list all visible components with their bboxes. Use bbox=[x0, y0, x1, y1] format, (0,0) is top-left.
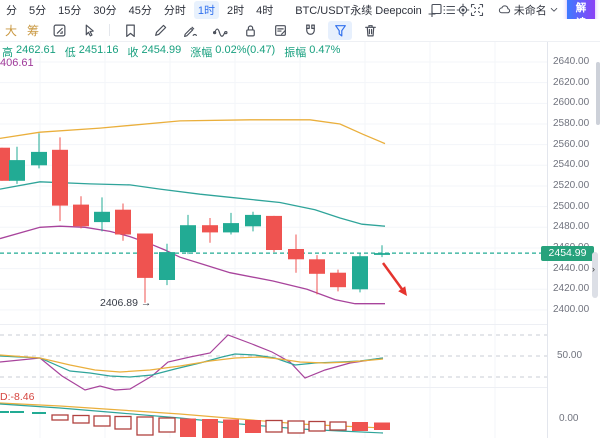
divider bbox=[109, 24, 111, 36]
cursor-tool-button[interactable] bbox=[77, 21, 101, 40]
wave-tool-button[interactable] bbox=[208, 21, 232, 40]
magnet-icon bbox=[305, 24, 315, 35]
layout-name-label: 未命名 bbox=[513, 4, 547, 17]
timeframe-button-selected[interactable]: 1时 bbox=[193, 0, 219, 19]
stat-label: 收 bbox=[127, 47, 139, 59]
current-price-badge: 2454.99 bbox=[541, 246, 594, 261]
panel-collapse-handle[interactable] bbox=[592, 252, 598, 298]
price-axis-label: 2440.00 bbox=[553, 263, 590, 274]
filter-tool-button-selected[interactable] bbox=[328, 20, 353, 40]
timeframe-button[interactable]: 30分 bbox=[93, 4, 117, 17]
funnel-icon bbox=[334, 24, 346, 36]
stat-label: 涨幅 bbox=[190, 47, 213, 59]
price-axis-label: 2400.00 bbox=[553, 304, 590, 315]
gold-tool-label[interactable]: 筹 bbox=[27, 23, 40, 38]
scrollbar-thumb[interactable] bbox=[596, 62, 600, 125]
macd-value-label: D:-8.46 bbox=[0, 391, 35, 403]
fullscreen-icon bbox=[470, 3, 483, 16]
pencil-icon bbox=[154, 24, 166, 36]
snapshot-tool-button[interactable] bbox=[47, 21, 71, 40]
price-axis-label: 2520.00 bbox=[553, 180, 590, 191]
chart-snapshot-icon bbox=[53, 24, 65, 36]
timeframe-button[interactable]: 分时 bbox=[163, 4, 186, 17]
price-axis-label: 2500.00 bbox=[553, 201, 590, 212]
panel-collapse-arrow-icon: › bbox=[592, 264, 595, 274]
top-toolbar: 分 5分 15分 30分 45分 分时 1时 2时 4时 BTC/USDT永续 … bbox=[0, 0, 600, 32]
stat-value: 2454.99 bbox=[141, 44, 182, 56]
stat-label: 低 bbox=[64, 47, 76, 59]
compare-add-icon bbox=[428, 3, 442, 17]
chevron-down-icon bbox=[550, 7, 558, 12]
trash-tool-button[interactable] bbox=[358, 21, 382, 40]
settings-button[interactable] bbox=[456, 2, 470, 18]
price-axis-label: 2420.00 bbox=[553, 283, 590, 294]
bookmark-tool-button[interactable] bbox=[118, 21, 142, 40]
indicators-button[interactable] bbox=[442, 2, 456, 18]
price-axis-label: 2640.00 bbox=[553, 56, 590, 67]
stat-value: 0.02%(0.47) bbox=[215, 44, 276, 56]
symbol-title[interactable]: BTC/USDT永续 Deepcoin bbox=[295, 4, 422, 17]
timeframe-button[interactable]: 5分 bbox=[29, 4, 47, 17]
timeframe-button[interactable]: 45分 bbox=[128, 4, 152, 17]
price-axis-label: 2600.00 bbox=[553, 97, 590, 108]
macd-axis-label: 0.00 bbox=[559, 413, 579, 424]
stat-value: 0.47% bbox=[309, 44, 341, 56]
price-axis-label: 2540.00 bbox=[553, 159, 590, 170]
stat-label: 振幅 bbox=[284, 47, 307, 59]
indicator-axis-label: 50.00 bbox=[557, 350, 583, 361]
price-axis-label: 2620.00 bbox=[553, 77, 590, 88]
lock-tool-button[interactable] bbox=[238, 21, 262, 40]
compare-add-button[interactable] bbox=[428, 2, 442, 18]
drawing-toolbar: 大 筹 bbox=[0, 19, 600, 42]
price-axis-label: 2480.00 bbox=[553, 221, 590, 232]
stat-value: 2462.61 bbox=[16, 44, 56, 56]
layout-menu[interactable]: 未命名 bbox=[498, 2, 558, 18]
bookmark-icon bbox=[125, 24, 135, 37]
pen-tool-button[interactable] bbox=[178, 21, 202, 40]
gold-tool-label[interactable]: 大 bbox=[5, 23, 18, 38]
fullscreen-button[interactable] bbox=[470, 2, 484, 18]
pencil-tool-button[interactable] bbox=[148, 21, 172, 40]
note-tool-button[interactable] bbox=[268, 21, 292, 40]
note-edit-icon bbox=[274, 24, 286, 36]
price-axis-label: 2560.00 bbox=[553, 139, 590, 150]
timeframe-button[interactable]: 4时 bbox=[256, 4, 274, 17]
ma-value-label: 406.61 bbox=[0, 57, 34, 69]
gear-icon bbox=[456, 3, 470, 16]
wave-tool-icon bbox=[212, 27, 228, 37]
low-price-annotation: 2406.89 → bbox=[100, 297, 152, 309]
timeframe-button[interactable]: 分 bbox=[6, 4, 17, 17]
trash-icon bbox=[364, 24, 376, 36]
stat-label: 高 bbox=[2, 47, 13, 59]
cloud-icon bbox=[498, 5, 510, 14]
stat-value: 2451.16 bbox=[78, 44, 119, 56]
timeframe-button[interactable]: 15分 bbox=[58, 4, 82, 17]
ohlc-stats-row: 高 2462.61 低 2451.16 收 2454.99 涨幅 0.02%(0.47)… bbox=[2, 44, 340, 60]
timeframe-button[interactable]: 2时 bbox=[227, 4, 245, 17]
magnet-tool-button[interactable] bbox=[298, 21, 322, 40]
indicators-list-icon bbox=[443, 5, 455, 14]
lock-icon bbox=[245, 24, 255, 36]
cursor-tool-icon bbox=[85, 24, 94, 36]
pen-squiggle-icon bbox=[183, 26, 197, 37]
price-axis-label: 2580.00 bbox=[553, 118, 590, 129]
